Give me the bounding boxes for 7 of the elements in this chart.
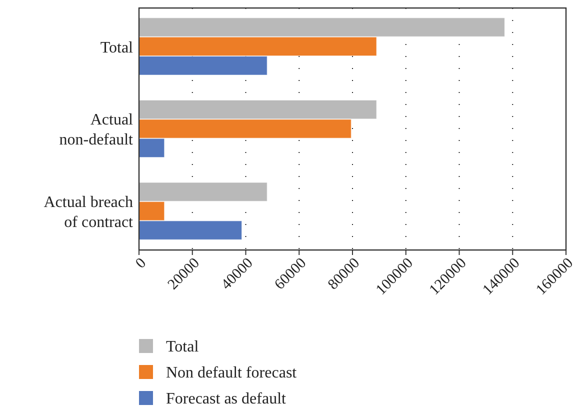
y-tick-label: Total xyxy=(100,39,134,56)
y-tick-label: Actual non-default xyxy=(59,112,134,149)
legend-label: Total xyxy=(166,338,200,356)
legend-label: Forecast as default xyxy=(166,390,287,408)
legend-label: Non default forecast xyxy=(166,364,298,382)
y-tick-label: Actual breach of contract xyxy=(44,194,134,231)
x-tick-label: 0 xyxy=(132,255,150,272)
